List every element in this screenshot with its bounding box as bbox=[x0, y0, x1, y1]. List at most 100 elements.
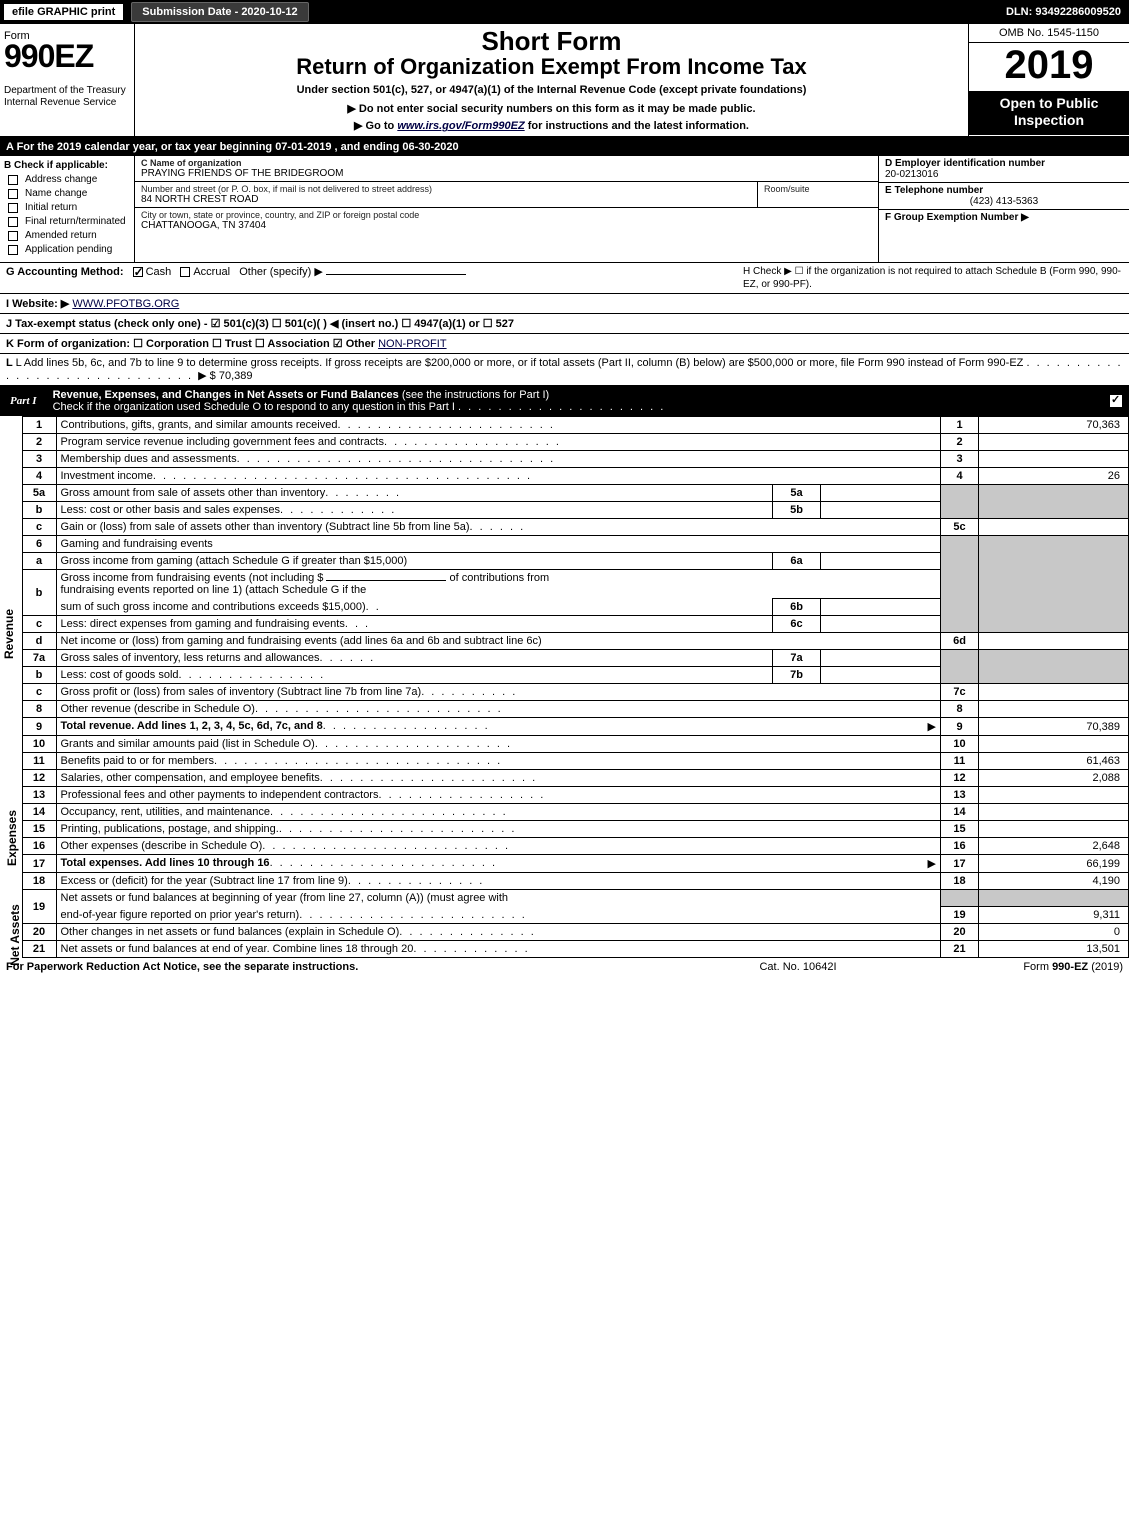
submission-date-button[interactable]: Submission Date - 2020-10-12 bbox=[131, 2, 308, 22]
g-other-input[interactable] bbox=[326, 274, 466, 275]
ln-5a-mini: 5a bbox=[773, 485, 821, 502]
irs-gov-link[interactable]: www.irs.gov/Form990EZ bbox=[397, 120, 524, 132]
ln-19-val: 9,311 bbox=[979, 906, 1129, 923]
ein-value: 20-0213016 bbox=[885, 169, 1123, 180]
ln-16-val: 2,648 bbox=[979, 838, 1129, 855]
box-c: C Name of organization PRAYING FRIENDS O… bbox=[135, 156, 879, 262]
ln-15-ref: 15 bbox=[941, 821, 979, 838]
ln-6d-ref: 6d bbox=[941, 633, 979, 650]
ln-5b-desc: Less: cost or other basis and sales expe… bbox=[61, 504, 281, 516]
part1-schedule-o-checkbox[interactable] bbox=[1109, 394, 1123, 408]
ln-14-ref: 14 bbox=[941, 804, 979, 821]
c-addr-label: Number and street (or P. O. box, if mail… bbox=[141, 184, 751, 194]
ln-3-desc: Membership dues and assessments bbox=[61, 453, 237, 465]
ln-10-desc: Grants and similar amounts paid (list in… bbox=[61, 738, 315, 750]
ln-2-num: 2 bbox=[22, 434, 56, 451]
top-bar: efile GRAPHIC print Submission Date - 20… bbox=[0, 0, 1129, 24]
ln-12-ref: 12 bbox=[941, 770, 979, 787]
website-link[interactable]: WWW.PFOTBG.ORG bbox=[72, 298, 179, 310]
ln-6b-desc4: sum of such gross income and contributio… bbox=[61, 601, 366, 613]
ln-18-num: 18 bbox=[22, 873, 56, 890]
l-text: L Add lines 5b, 6c, and 7b to line 9 to … bbox=[16, 357, 1024, 369]
part1-check-line: Check if the organization used Schedule … bbox=[53, 401, 455, 413]
ln-8-desc: Other revenue (describe in Schedule O) bbox=[61, 703, 255, 715]
ln-6b-mini: 6b bbox=[773, 599, 821, 616]
opt-address-change: Address change bbox=[25, 174, 97, 185]
ln-7a-num: 7a bbox=[22, 650, 56, 667]
dept-label: Department of the Treasury bbox=[4, 85, 130, 97]
ln-21-val: 13,501 bbox=[979, 940, 1129, 957]
ln-17-num: 17 bbox=[22, 855, 56, 873]
l-amount: ▶ $ 70,389 bbox=[198, 370, 252, 382]
header-right: OMB No. 1545-1150 2019 Open to Public In… bbox=[969, 24, 1129, 136]
ln-20-val: 0 bbox=[979, 923, 1129, 940]
ln-10-num: 10 bbox=[22, 736, 56, 753]
ln-1-ref: 1 bbox=[941, 417, 979, 434]
opt-initial-return: Initial return bbox=[25, 202, 77, 213]
chk-application-pending[interactable] bbox=[8, 245, 18, 255]
ln-11-desc: Benefits paid to or for members bbox=[61, 755, 214, 767]
header-center: Short Form Return of Organization Exempt… bbox=[135, 24, 969, 136]
chk-final-return[interactable] bbox=[8, 217, 18, 227]
ln-19-ref: 19 bbox=[941, 906, 979, 923]
chk-accrual[interactable] bbox=[180, 267, 190, 277]
ln-6b-desc3: fundraising events reported on line 1) (… bbox=[61, 584, 367, 596]
box-b-title: B Check if applicable: bbox=[4, 160, 130, 171]
ln-4-desc: Investment income bbox=[61, 470, 153, 482]
h-text: H Check ▶ ☐ if the organization is not r… bbox=[743, 265, 1123, 291]
part1-label: Part I bbox=[0, 392, 47, 410]
ln-12-num: 12 bbox=[22, 770, 56, 787]
ln-6d-desc: Net income or (loss) from gaming and fun… bbox=[56, 633, 941, 650]
ln-7c-ref: 7c bbox=[941, 684, 979, 701]
ln-20-desc: Other changes in net assets or fund bala… bbox=[61, 926, 400, 938]
section-j: J Tax-exempt status (check only one) - ☑… bbox=[0, 314, 1129, 334]
chk-initial-return[interactable] bbox=[8, 203, 18, 213]
chk-amended-return[interactable] bbox=[8, 231, 18, 241]
ln-2-desc: Program service revenue including govern… bbox=[61, 436, 384, 448]
ln-5c-num: c bbox=[22, 519, 56, 536]
chk-cash[interactable] bbox=[133, 267, 143, 277]
ln-8-num: 8 bbox=[22, 701, 56, 718]
ln-19-desc2: end-of-year figure reported on prior yea… bbox=[61, 909, 300, 921]
opt-application-pending: Application pending bbox=[25, 244, 112, 255]
ln-13-num: 13 bbox=[22, 787, 56, 804]
chk-address-change[interactable] bbox=[8, 175, 18, 185]
short-form-title: Short Form bbox=[143, 28, 960, 54]
main-table: Revenue 1 Contributions, gifts, grants, … bbox=[0, 416, 1129, 958]
ln-7a-mini: 7a bbox=[773, 650, 821, 667]
ln-21-desc: Net assets or fund balances at end of ye… bbox=[61, 943, 414, 955]
ln-12-val: 2,088 bbox=[979, 770, 1129, 787]
k-nonprofit-link[interactable]: NON-PROFIT bbox=[378, 338, 446, 350]
ln-6b-desc1: Gross income from fundraising events (no… bbox=[61, 572, 324, 584]
g-cash: Cash bbox=[146, 266, 172, 278]
period-row: A For the 2019 calendar year, or tax yea… bbox=[0, 138, 1129, 156]
ln-6a-desc: Gross income from gaming (attach Schedul… bbox=[56, 553, 773, 570]
ln-6b-blank[interactable] bbox=[326, 580, 446, 581]
ln-16-ref: 16 bbox=[941, 838, 979, 855]
ln-18-ref: 18 bbox=[941, 873, 979, 890]
ln-20-num: 20 bbox=[22, 923, 56, 940]
ln-19-num: 19 bbox=[22, 890, 56, 924]
f-label: F Group Exemption Number ▶ bbox=[885, 212, 1029, 223]
org-name: PRAYING FRIENDS OF THE BRIDEGROOM bbox=[141, 168, 872, 179]
ln-20-ref: 20 bbox=[941, 923, 979, 940]
ln-5b-minival bbox=[821, 502, 941, 519]
info-block: B Check if applicable: Address change Na… bbox=[0, 156, 1129, 263]
ln-14-desc: Occupancy, rent, utilities, and maintena… bbox=[61, 806, 271, 818]
g-accrual: Accrual bbox=[193, 266, 230, 278]
e-label: E Telephone number bbox=[885, 185, 1123, 196]
irs-label: Internal Revenue Service bbox=[4, 97, 130, 108]
goto-post: for instructions and the latest informat… bbox=[525, 120, 749, 132]
ln-15-num: 15 bbox=[22, 821, 56, 838]
ln-17-desc: Total expenses. Add lines 10 through 16 bbox=[61, 857, 270, 870]
ln-6d-val bbox=[979, 633, 1129, 650]
chk-name-change[interactable] bbox=[8, 189, 18, 199]
ln-1-desc: Contributions, gifts, grants, and simila… bbox=[61, 419, 338, 431]
j-text: J Tax-exempt status (check only one) - ☑… bbox=[6, 318, 514, 330]
ln-6b-desc2: of contributions from bbox=[450, 572, 550, 584]
ln-1-num: 1 bbox=[22, 417, 56, 434]
ln-7c-val bbox=[979, 684, 1129, 701]
footer: For Paperwork Reduction Act Notice, see … bbox=[0, 958, 1129, 976]
ln-1-val: 70,363 bbox=[979, 417, 1129, 434]
efile-tag: efile GRAPHIC print bbox=[4, 4, 123, 20]
